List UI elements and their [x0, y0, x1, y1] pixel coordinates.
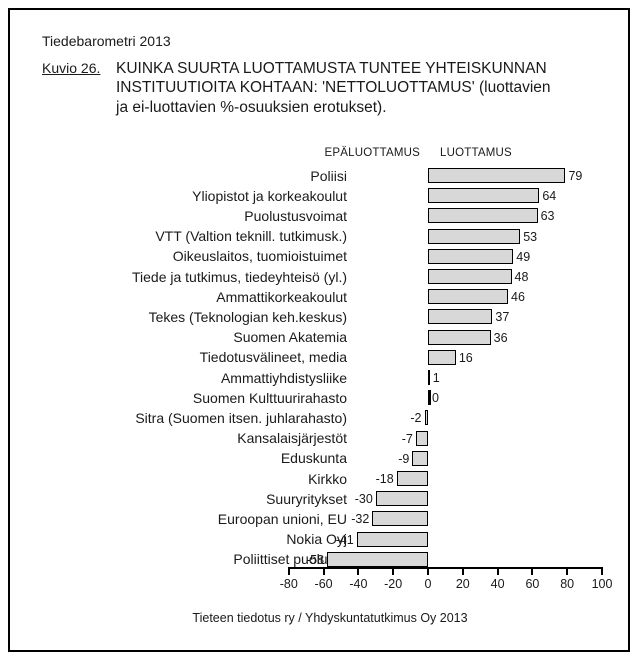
- category-label: Sitra (Suomen itsen. juhlarahasto): [135, 409, 347, 426]
- category-label: Poliisi: [310, 167, 347, 184]
- category-label: Ammattikorkeakoulut: [216, 288, 347, 305]
- axis-tick: [357, 567, 360, 575]
- bar: [375, 491, 428, 507]
- value-label: 64: [542, 189, 557, 204]
- bar: [428, 188, 540, 204]
- bar: [372, 511, 428, 527]
- axis-tick: [461, 567, 464, 575]
- axis-tick-label: 0: [424, 577, 432, 591]
- value-label: -18: [375, 472, 394, 486]
- axis-tick-label: -40: [349, 577, 368, 591]
- value-label: 16: [458, 350, 473, 365]
- bar: [396, 471, 428, 486]
- axis-tick-label: 80: [560, 577, 575, 591]
- axis-tick: [392, 567, 395, 575]
- value-label: 1: [432, 371, 440, 385]
- value-label: -2: [410, 411, 422, 426]
- axis-tick: [531, 567, 534, 575]
- value-label: -41: [335, 532, 354, 547]
- bar: [428, 248, 514, 264]
- axis-tick: [427, 567, 429, 575]
- axis-tick-label: -20: [384, 577, 403, 591]
- bar: [428, 289, 509, 305]
- value-label: 79: [568, 169, 583, 183]
- axis-tick: [566, 567, 569, 575]
- value-label: 53: [523, 229, 538, 244]
- bar: [428, 168, 566, 183]
- category-label: Euroopan unioni, EU: [217, 510, 347, 527]
- value-label: -7: [401, 431, 413, 446]
- category-label: Suomen Kulttuurirahasto: [192, 389, 347, 406]
- category-label: Puolustusvoimat: [244, 207, 347, 224]
- value-label: 48: [514, 270, 529, 284]
- category-label: Tiede ja tutkimus, tiedeyhteisö (yl.): [131, 268, 347, 285]
- bar: [356, 531, 428, 547]
- report-name: Tiedebarometri 2013: [42, 33, 171, 49]
- bar: [415, 430, 428, 446]
- axis-tick-label: -80: [279, 577, 298, 591]
- bar: [428, 228, 521, 244]
- column-header-distrust: EPÄLUOTTAMUS: [324, 147, 420, 159]
- category-label: Kansalaisjärjestöt: [237, 430, 347, 447]
- bar: [412, 450, 428, 466]
- category-label: Ammattiyhdistysliike: [220, 369, 347, 386]
- axis-tick: [601, 567, 603, 575]
- category-label: Yliopistot ja korkeakoulut: [192, 187, 347, 204]
- category-label: Eduskunta: [280, 450, 347, 467]
- x-axis-line: [288, 567, 602, 569]
- axis-tick-label: -60: [314, 577, 333, 591]
- value-label: -9: [398, 451, 410, 466]
- value-label: 49: [516, 249, 531, 264]
- category-label: Nokia Oyj: [286, 531, 347, 548]
- value-label: 0: [432, 391, 439, 406]
- value-label: -32: [351, 512, 370, 527]
- figure-title: KUINKA SUURTA LUOTTAMUSTA TUNTEE YHTEISK…: [116, 60, 551, 116]
- axis-tick: [322, 567, 325, 575]
- value-label: 46: [511, 290, 525, 305]
- category-label: Suuryritykset: [266, 490, 347, 507]
- category-label: Kirkko: [308, 470, 347, 487]
- category-label: VTT (Valtion teknill. tutkimusk.): [155, 228, 347, 245]
- axis-tick-label: 60: [525, 577, 540, 591]
- category-label: Oikeuslaitos, tuomioistuimet: [172, 248, 347, 265]
- category-label: Poliittiset puolueet: [233, 551, 347, 568]
- axis-tick: [496, 567, 499, 575]
- axis-tick: [287, 567, 290, 575]
- category-label: Suomen Akatemia: [233, 329, 347, 346]
- category-label: Tekes (Teknologian keh.keskus): [148, 308, 347, 325]
- source-note: Tieteen tiedotus ry / Yhdyskuntatutkimus…: [192, 611, 468, 625]
- value-label: 36: [493, 330, 508, 345]
- value-label: 63: [540, 209, 555, 224]
- bar: [327, 551, 428, 567]
- bar: [427, 390, 431, 406]
- bar: [428, 269, 512, 284]
- column-header-trust: LUOTTAMUS: [440, 147, 512, 159]
- bar: [428, 349, 456, 365]
- bar: [428, 370, 430, 385]
- page-border-frame: [8, 8, 630, 652]
- bar: [428, 208, 538, 224]
- bar: [424, 410, 428, 426]
- value-label: -58: [306, 552, 325, 567]
- category-label: Tiedotusvälineet, media: [199, 349, 347, 366]
- value-label: 37: [495, 310, 510, 325]
- bar: [428, 329, 491, 345]
- axis-tick-label: 100: [591, 577, 613, 591]
- figure-number-label: Kuvio 26.: [42, 60, 101, 76]
- axis-tick-label: 20: [455, 577, 470, 591]
- bar: [428, 309, 493, 325]
- axis-tick-label: 40: [490, 577, 505, 591]
- value-label: -30: [354, 492, 373, 507]
